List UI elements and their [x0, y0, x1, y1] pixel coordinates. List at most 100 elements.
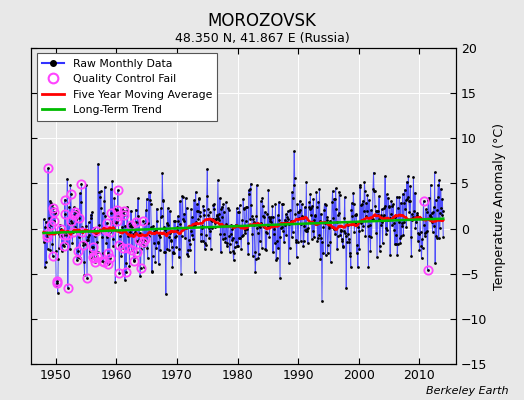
Point — [232, 239, 241, 246]
Point — [275, 199, 283, 205]
Point — [400, 219, 408, 225]
Point — [92, 230, 100, 237]
Point — [226, 241, 234, 248]
Point — [392, 194, 401, 200]
Point — [99, 250, 107, 256]
Point — [191, 189, 200, 195]
Point — [335, 188, 343, 195]
Point — [380, 203, 389, 210]
Point — [173, 226, 181, 233]
Point — [416, 215, 424, 222]
Point — [59, 230, 67, 236]
Point — [353, 250, 361, 256]
Point — [328, 199, 336, 206]
Point — [249, 219, 258, 226]
Point — [298, 212, 307, 219]
Point — [167, 238, 176, 244]
Point — [243, 204, 251, 210]
Point — [230, 257, 238, 264]
Point — [236, 224, 245, 231]
Point — [67, 218, 75, 224]
Point — [405, 198, 413, 204]
Point — [201, 246, 209, 252]
Point — [341, 194, 349, 200]
Point — [267, 218, 276, 225]
Point — [77, 198, 85, 205]
Point — [265, 234, 274, 240]
Point — [68, 220, 76, 226]
Point — [124, 233, 132, 239]
Point — [68, 240, 77, 246]
Point — [388, 213, 397, 220]
Point — [365, 197, 373, 203]
Point — [187, 227, 195, 234]
Point — [396, 234, 404, 241]
Point — [60, 242, 68, 249]
Point — [160, 249, 169, 255]
Point — [46, 246, 54, 253]
Point — [193, 201, 201, 207]
Point — [211, 220, 219, 226]
Point — [402, 197, 410, 203]
Point — [410, 208, 418, 214]
Point — [86, 248, 94, 254]
Point — [372, 230, 380, 237]
Point — [408, 217, 417, 223]
Point — [100, 259, 108, 266]
Point — [189, 222, 197, 229]
Point — [366, 222, 374, 228]
Point — [310, 234, 318, 240]
Point — [403, 196, 411, 202]
Point — [360, 179, 368, 186]
Point — [215, 217, 224, 224]
Point — [308, 203, 316, 209]
Point — [300, 238, 308, 244]
Point — [165, 247, 173, 253]
Point — [121, 222, 129, 229]
Point — [385, 203, 393, 210]
Point — [362, 200, 370, 206]
Point — [50, 218, 58, 225]
Point — [106, 186, 115, 192]
Point — [250, 222, 258, 228]
Point — [123, 204, 132, 210]
Point — [184, 253, 192, 260]
Point — [254, 230, 262, 236]
Point — [129, 257, 138, 263]
Point — [195, 195, 203, 202]
Point — [294, 239, 302, 245]
Point — [311, 212, 320, 218]
Point — [199, 238, 207, 244]
Point — [79, 242, 88, 248]
Text: 48.350 N, 41.867 E (Russia): 48.350 N, 41.867 E (Russia) — [174, 32, 350, 45]
Point — [100, 198, 108, 204]
Point — [107, 219, 116, 226]
Point — [255, 250, 263, 257]
Point — [89, 253, 97, 260]
Point — [421, 206, 430, 213]
Point — [207, 216, 215, 223]
Point — [161, 227, 169, 233]
Point — [269, 214, 278, 220]
Point — [163, 205, 172, 211]
Point — [176, 220, 184, 227]
Point — [432, 233, 440, 240]
Point — [204, 212, 212, 218]
Point — [391, 240, 400, 247]
Point — [281, 211, 290, 218]
Point — [350, 228, 358, 235]
Point — [114, 213, 123, 219]
Point — [402, 178, 411, 185]
Point — [54, 245, 63, 252]
Point — [64, 228, 72, 234]
Point — [103, 219, 111, 226]
Point — [238, 217, 246, 223]
Point — [289, 182, 298, 188]
Point — [257, 220, 266, 226]
Point — [413, 210, 422, 216]
Point — [332, 206, 340, 212]
Point — [218, 204, 226, 210]
Point — [276, 220, 285, 226]
Point — [61, 211, 70, 217]
Point — [411, 225, 420, 231]
